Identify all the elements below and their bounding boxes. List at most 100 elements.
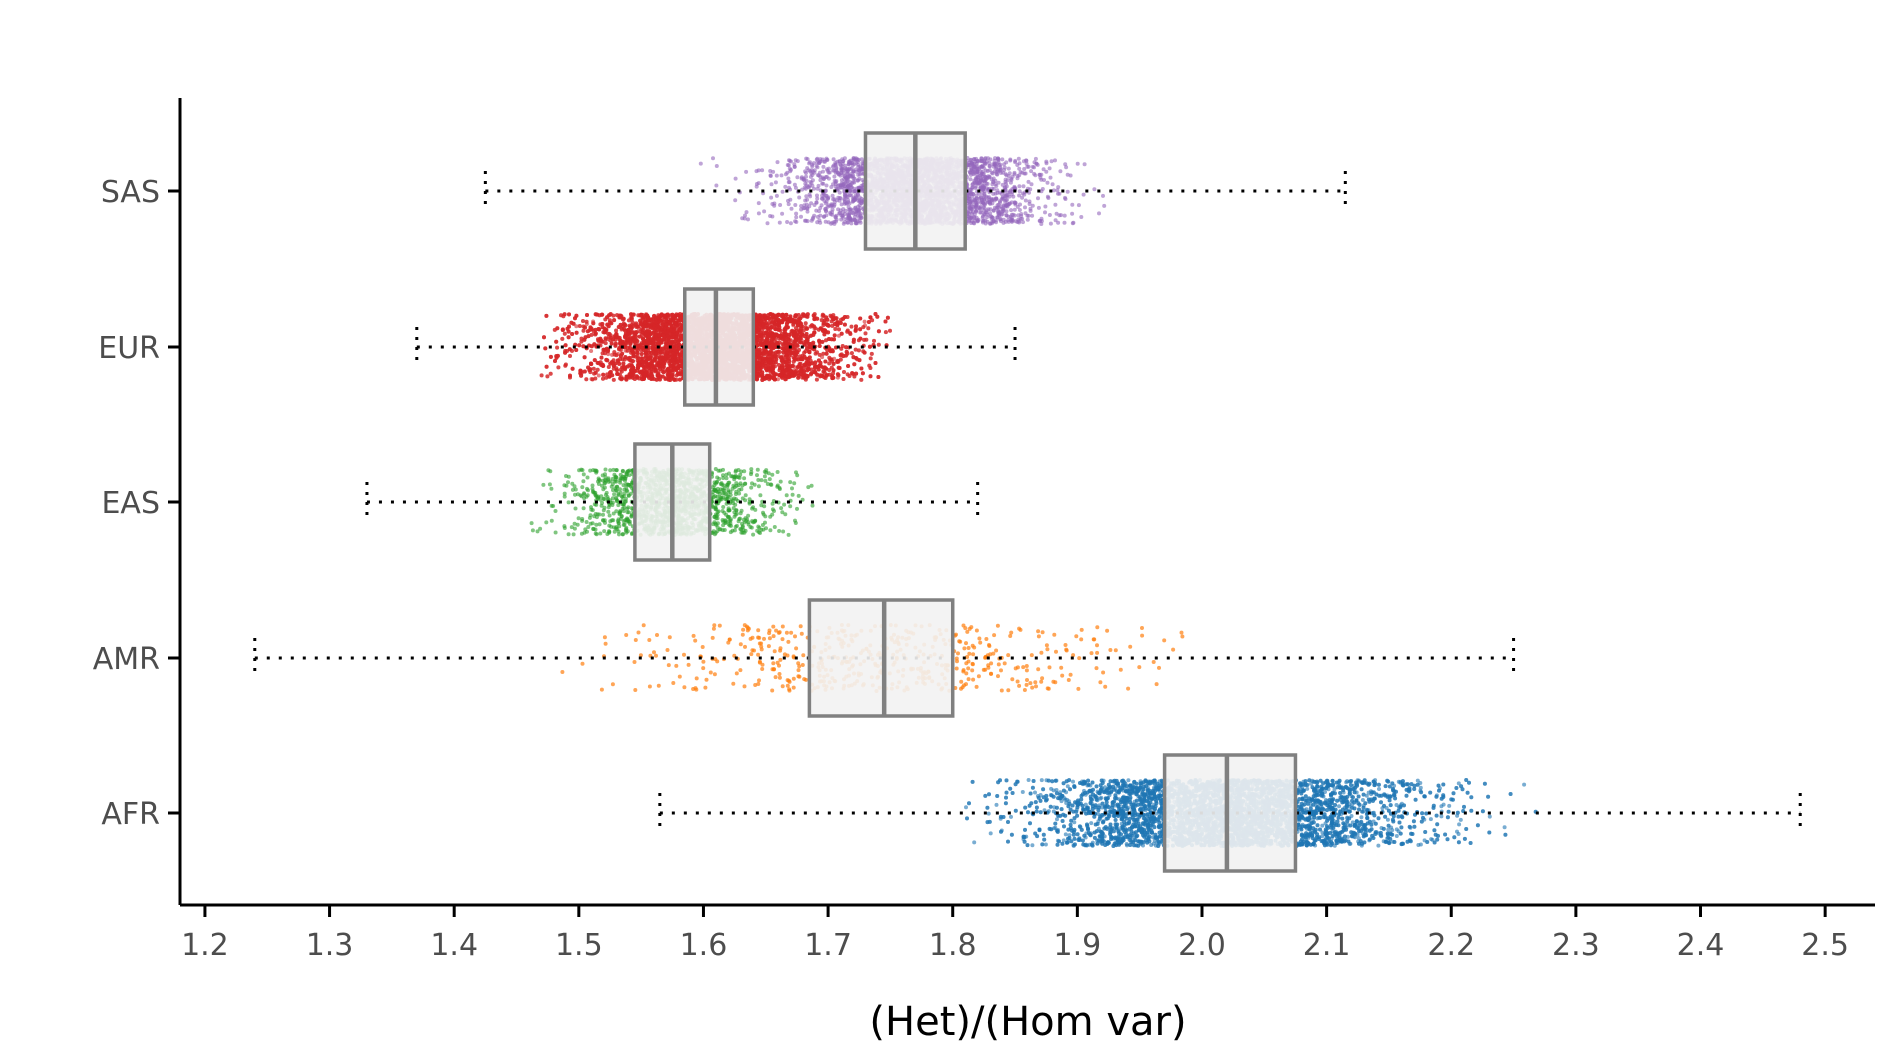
- data-point: [786, 198, 790, 203]
- data-point: [1039, 222, 1044, 226]
- data-point: [1070, 202, 1075, 207]
- data-point: [841, 221, 846, 226]
- data-point: [1024, 158, 1029, 163]
- data-point: [1021, 184, 1026, 189]
- data-point: [815, 196, 820, 201]
- data-point: [851, 173, 856, 178]
- data-point: [803, 198, 808, 203]
- data-point: [780, 189, 785, 194]
- data-point: [803, 186, 808, 191]
- data-point: [974, 156, 979, 161]
- data-point: [742, 216, 747, 221]
- data-point: [754, 184, 759, 189]
- data-point: [856, 162, 861, 167]
- data-point: [990, 215, 995, 220]
- data-point: [859, 157, 864, 162]
- data-point: [842, 186, 847, 191]
- data-point: [805, 206, 810, 210]
- data-point: [1102, 203, 1107, 208]
- data-point: [837, 196, 842, 200]
- data-point: [844, 217, 849, 222]
- data-point: [970, 211, 975, 216]
- data-point: [846, 160, 851, 164]
- data-point: [973, 184, 978, 189]
- data-point: [789, 206, 794, 211]
- data-point: [998, 165, 1003, 170]
- data-point: [1030, 203, 1035, 208]
- data-point: [792, 162, 797, 167]
- data-point: [815, 214, 820, 219]
- data-point: [849, 221, 854, 226]
- data-point: [797, 195, 802, 200]
- data-point: [805, 209, 810, 214]
- data-point: [1047, 213, 1052, 217]
- data-point: [982, 193, 987, 198]
- data-point: [785, 220, 790, 224]
- data-point: [852, 215, 857, 219]
- data-point: [786, 176, 791, 181]
- data-point: [980, 169, 985, 174]
- data-point: [985, 169, 990, 173]
- data-point: [1008, 188, 1013, 193]
- data-point: [799, 214, 803, 219]
- data-point: [847, 188, 852, 193]
- data-point: [783, 172, 788, 177]
- data-point: [844, 167, 849, 172]
- data-point: [840, 182, 845, 187]
- data-point: [606, 352, 611, 357]
- data-point: [1004, 209, 1009, 214]
- data-point: [1024, 161, 1029, 166]
- data-point: [967, 201, 972, 206]
- data-point: [988, 207, 993, 212]
- data-point: [1006, 219, 1011, 224]
- data-point: [834, 217, 839, 222]
- data-point: [1022, 167, 1027, 171]
- data-point: [808, 194, 813, 199]
- data-point: [1008, 157, 1013, 162]
- data-point: [841, 207, 846, 212]
- data-point: [1033, 156, 1038, 161]
- data-point: [972, 170, 977, 175]
- data-point: [1039, 189, 1044, 194]
- data-point: [1062, 213, 1067, 218]
- data-point: [997, 210, 1001, 215]
- data-point: [966, 214, 971, 219]
- data-point: [981, 218, 986, 223]
- data-point: [837, 211, 842, 215]
- data-point: [1043, 204, 1048, 209]
- data-point: [1027, 199, 1032, 204]
- data-point: [1045, 180, 1050, 185]
- data-point: [744, 210, 749, 215]
- data-point: [1059, 213, 1063, 218]
- data-point: [1036, 196, 1040, 201]
- data-point: [842, 156, 847, 161]
- data-point: [794, 211, 799, 216]
- data-point: [1017, 166, 1022, 171]
- data-point: [828, 210, 833, 215]
- data-point: [858, 206, 863, 211]
- data-point: [756, 211, 761, 216]
- data-point: [1001, 170, 1005, 175]
- data-point: [804, 183, 809, 188]
- data-point: [1047, 166, 1052, 171]
- data-point: [853, 156, 858, 161]
- data-point: [1017, 208, 1022, 212]
- data-point: [994, 172, 999, 176]
- data-point: [1017, 173, 1022, 178]
- data-point: [733, 176, 738, 181]
- data-point: [792, 182, 797, 187]
- data-point: [596, 373, 601, 378]
- data-point: [853, 193, 858, 198]
- data-point: [1003, 194, 1008, 199]
- data-point: [1026, 213, 1031, 218]
- data-point: [1026, 179, 1031, 184]
- data-point: [982, 160, 987, 165]
- data-point: [984, 186, 989, 191]
- data-point: [1058, 169, 1063, 174]
- data-point: [773, 180, 778, 185]
- data-point: [1021, 220, 1025, 225]
- data-point: [1018, 202, 1022, 207]
- data-point: [994, 206, 999, 211]
- data-point: [806, 168, 811, 173]
- data-point: [987, 164, 992, 169]
